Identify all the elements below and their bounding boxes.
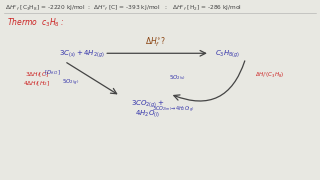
Text: $5O_{2(s)}$: $5O_{2(s)}$ — [170, 74, 186, 82]
Text: $\Delta H^c_f(C_3H_8)$: $\Delta H^c_f(C_3H_8)$ — [255, 71, 284, 80]
Text: $\Delta H^c{}_f$ [C$_3$H$_8$] = -2220 kJ/mol  :  $\Delta H^c{}_f$ [C] = -393 kJ/: $\Delta H^c{}_f$ [C$_3$H$_8$] = -2220 kJ… — [5, 4, 242, 13]
Text: $[D_{f(C)}]$: $[D_{f(C)}]$ — [44, 69, 61, 77]
Text: $\Delta H^{\circ}_{f}$?: $\Delta H^{\circ}_{f}$? — [145, 36, 165, 49]
Text: Thermo  $c_3H_8$ :: Thermo $c_3H_8$ : — [7, 17, 65, 29]
Text: $4H_2O_{(l)}$: $4H_2O_{(l)}$ — [135, 108, 161, 119]
Text: $4\Delta H_f[H_2]$: $4\Delta H_f[H_2]$ — [23, 80, 50, 88]
Text: $3CO_{2(g)}+$: $3CO_{2(g)}+$ — [131, 98, 165, 109]
Text: $3CO_{2(m)}\!\rightarrow\!4H_2O_{(g)}$: $3CO_{2(m)}\!\rightarrow\!4H_2O_{(g)}$ — [152, 105, 194, 115]
Text: $3\Delta H_f[C]$: $3\Delta H_f[C]$ — [25, 70, 49, 78]
Text: $5O_{2(g)}$: $5O_{2(g)}$ — [62, 78, 79, 88]
Text: $C_3H_{8(g)}$: $C_3H_{8(g)}$ — [215, 48, 240, 59]
Text: $3C_{(s)}+4H_{2(g)}$: $3C_{(s)}+4H_{2(g)}$ — [60, 48, 105, 59]
